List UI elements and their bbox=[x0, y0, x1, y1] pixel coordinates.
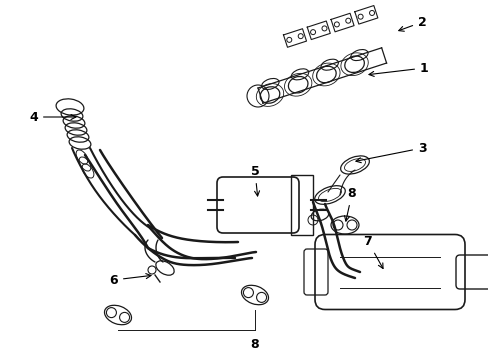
Text: 5: 5 bbox=[250, 165, 259, 196]
Text: 7: 7 bbox=[363, 235, 382, 269]
Text: 3: 3 bbox=[355, 141, 426, 163]
Text: 8: 8 bbox=[250, 338, 259, 351]
Text: 6: 6 bbox=[109, 274, 151, 287]
Text: 2: 2 bbox=[398, 15, 426, 31]
Text: 1: 1 bbox=[368, 62, 428, 76]
Text: 8: 8 bbox=[344, 187, 356, 221]
Text: 4: 4 bbox=[29, 111, 76, 123]
